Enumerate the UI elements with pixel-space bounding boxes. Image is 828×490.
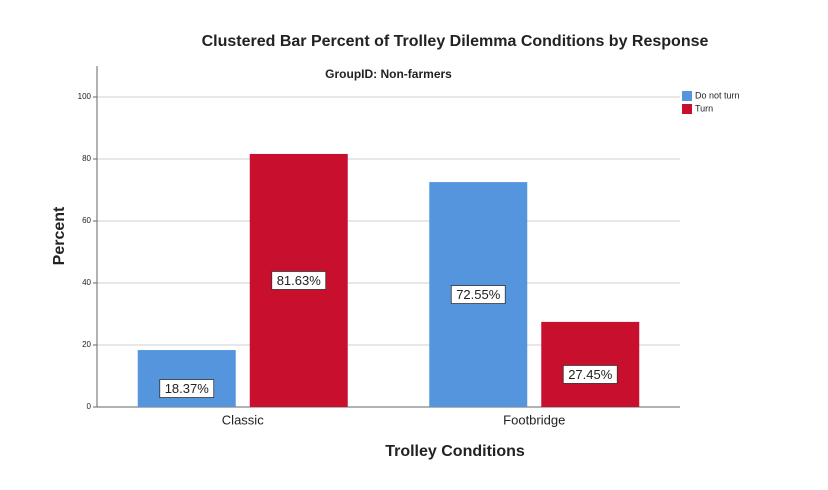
- y-axis-title: Percent: [51, 206, 68, 265]
- bar: [137, 350, 236, 407]
- value-label: 27.45%: [562, 365, 618, 384]
- value-label: 72.55%: [450, 285, 506, 304]
- bar: [541, 321, 640, 407]
- value-label-text: 72.55%: [456, 287, 501, 302]
- legend-label: Do not turn: [695, 90, 740, 100]
- y-tick-label: 40: [82, 278, 91, 287]
- value-label-box: [271, 271, 327, 290]
- value-label: 18.37%: [159, 379, 215, 398]
- y-tick-label: 60: [82, 216, 91, 225]
- x-tick-label: Classic: [222, 412, 264, 427]
- chart-title: Clustered Bar Percent of Trolley Dilemma…: [202, 33, 709, 50]
- value-label-box: [562, 365, 618, 384]
- x-axis-title: Trolley Conditions: [385, 443, 525, 460]
- subtitle: GroupID: Non-farmers: [325, 67, 452, 81]
- y-tick-label: 80: [82, 154, 91, 163]
- legend-label: Turn: [695, 103, 713, 113]
- value-label: 81.63%: [271, 271, 327, 290]
- legend-swatch: [682, 104, 692, 114]
- y-tick-label: 0: [87, 402, 92, 411]
- value-label-text: 18.37%: [165, 381, 210, 396]
- y-tick-label: 20: [82, 340, 91, 349]
- value-label-text: 27.45%: [568, 367, 613, 382]
- legend-swatch: [682, 91, 692, 101]
- value-label-box: [159, 379, 215, 398]
- value-label-text: 81.63%: [277, 273, 322, 288]
- value-label-box: [450, 285, 506, 304]
- x-tick-label: Footbridge: [503, 412, 565, 427]
- y-tick-label: 100: [78, 92, 92, 101]
